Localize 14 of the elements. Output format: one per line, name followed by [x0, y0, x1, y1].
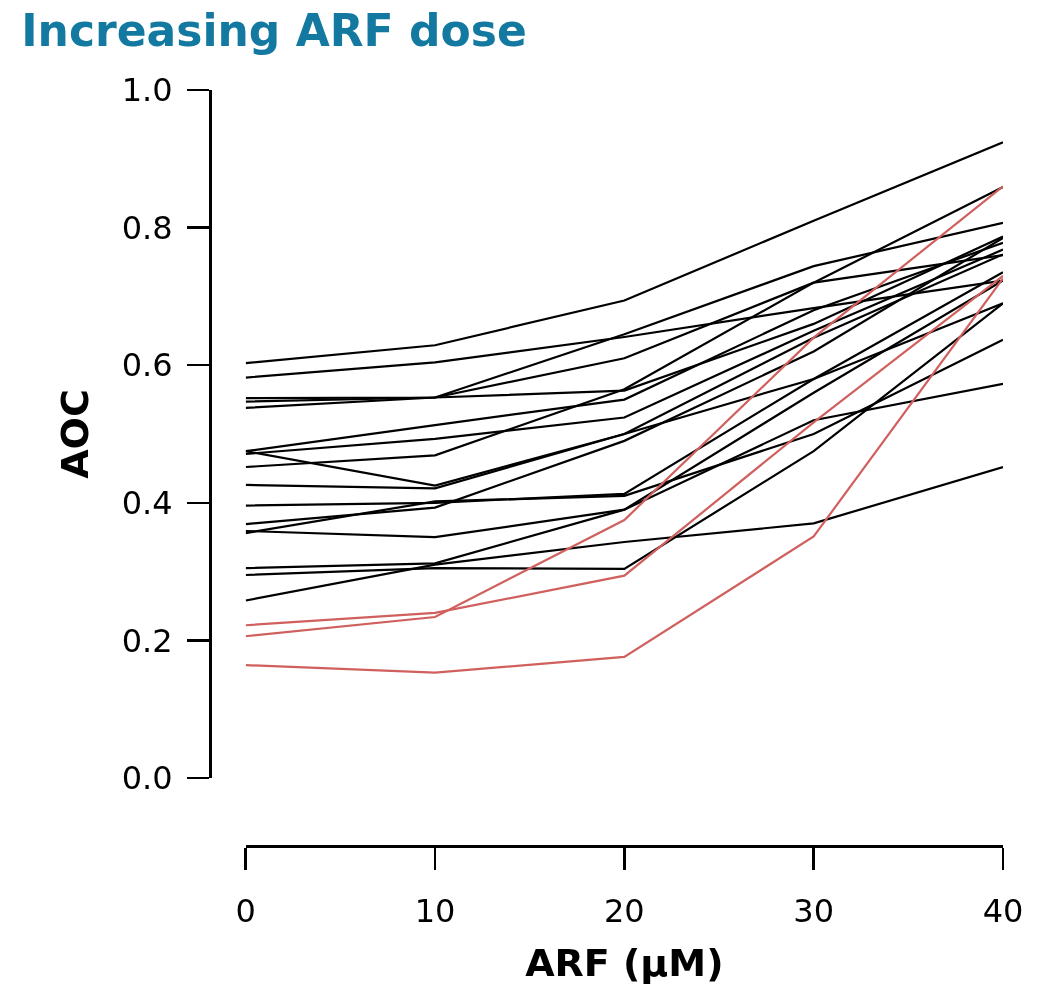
chart-title: Increasing ARF dose	[21, 4, 527, 56]
x-tick-label: 40	[982, 891, 1024, 930]
y-tick-label: 0.6	[121, 346, 173, 385]
y-tick-label: 0.0	[121, 759, 173, 798]
x-axis-title: ARF (μM)	[525, 941, 724, 986]
y-tick-label: 0.2	[121, 621, 173, 660]
x-tick-label: 0	[235, 891, 256, 930]
y-tick-label: 0.8	[121, 208, 173, 247]
y-axis-title: AOC	[53, 389, 98, 479]
y-tick-label: 1.0	[121, 71, 173, 110]
x-tick-label: 20	[603, 891, 645, 930]
y-tick-label: 0.4	[121, 483, 173, 522]
x-tick-label: 10	[414, 891, 456, 930]
x-tick-label: 30	[793, 891, 835, 930]
